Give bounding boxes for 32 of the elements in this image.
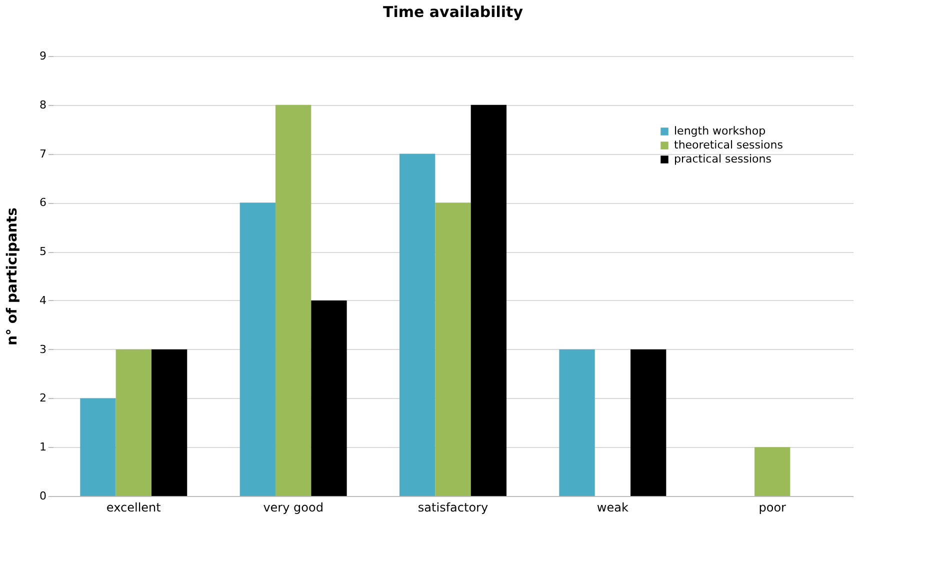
y-tick-label: 4	[40, 294, 46, 307]
bar	[151, 349, 188, 496]
x-tick-label: very good	[263, 500, 324, 514]
bar	[754, 447, 790, 496]
x-tick-label: excellent	[106, 500, 162, 514]
bar	[275, 104, 312, 496]
y-tick-label: 9	[40, 50, 46, 62]
bar	[116, 349, 152, 496]
chart-title: Time availability	[383, 3, 524, 21]
bar	[400, 154, 436, 496]
y-tick-label: 6	[40, 196, 46, 210]
y-tick-label: 2	[40, 392, 46, 405]
y-tick-label: 7	[40, 147, 46, 160]
legend-label: practical sessions	[674, 152, 772, 166]
y-tick-label: 8	[40, 98, 46, 112]
y-tick-label: 3	[40, 342, 46, 356]
bar	[311, 300, 347, 496]
legend-label: theoretical sessions	[674, 138, 784, 152]
bar	[630, 349, 666, 496]
bar	[240, 202, 276, 496]
y-axis-title: n° of participants	[4, 208, 20, 346]
legend-label: length workshop	[674, 124, 766, 138]
x-tick-label: satisfactory	[418, 500, 488, 514]
bar	[435, 202, 471, 496]
x-tick-label: weak	[596, 500, 628, 514]
bar	[559, 349, 595, 496]
bar	[80, 398, 116, 496]
y-tick-label: 1	[40, 440, 46, 454]
x-tick-label: poor	[758, 500, 786, 514]
y-tick-label: 0	[40, 490, 46, 502]
bar	[470, 104, 506, 496]
y-tick-label: 5	[40, 245, 46, 258]
